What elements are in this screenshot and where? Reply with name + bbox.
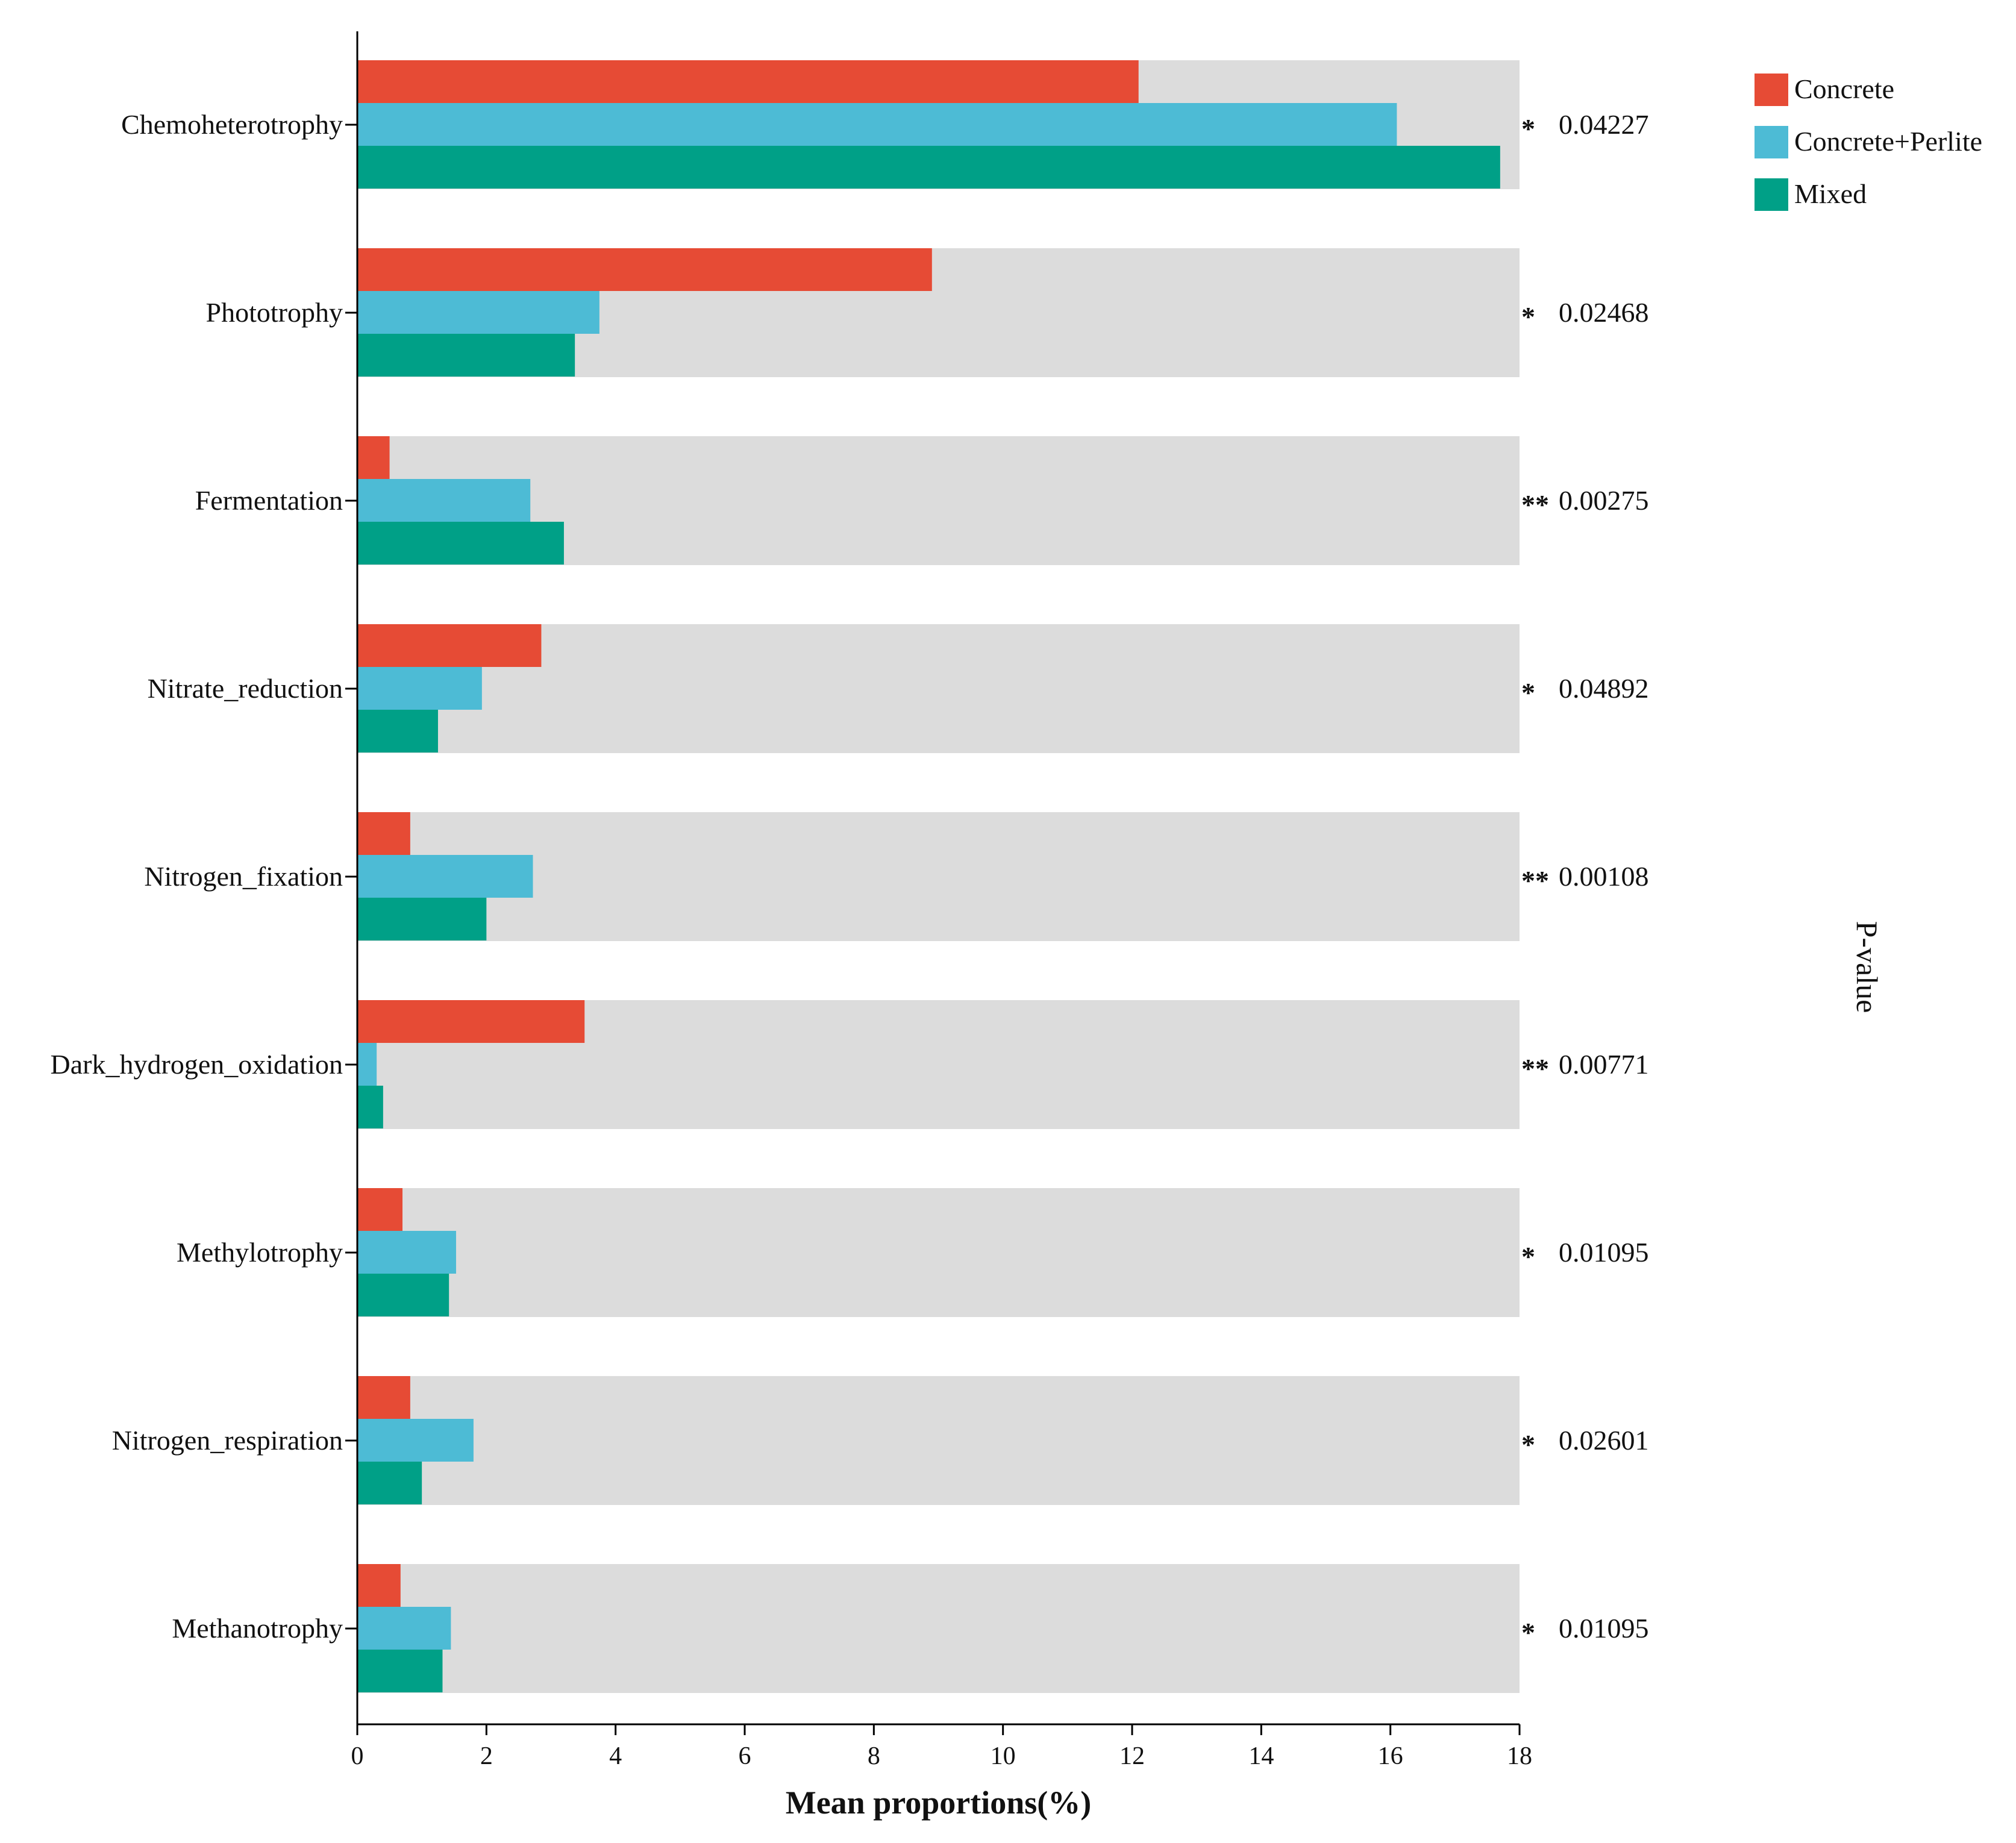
bar [357,479,531,522]
significance-marker: * [1521,301,1535,332]
category-band [357,812,1520,941]
bar [357,146,1500,189]
bar [357,60,1139,103]
bar [357,1274,449,1316]
legend-label: Mixed [1794,178,1867,209]
x-axis-label: Mean proportions(%) [786,1785,1092,1821]
category-band [357,1376,1520,1505]
bar [357,1607,451,1650]
category-label: Chemoheterotrophy [121,109,343,140]
category-label: Nitrate_reduction [148,673,343,704]
x-tick-label: 14 [1248,1742,1274,1770]
significance-marker: ** [1521,865,1549,896]
bar [357,522,564,565]
category-label: Fermentation [195,485,343,516]
bar [357,710,438,753]
bar [357,1000,585,1043]
x-tick-label: 8 [868,1742,880,1770]
x-tick-label: 18 [1507,1742,1532,1770]
category-label: Nitrogen_fixation [144,861,343,892]
p-value: 0.02468 [1559,297,1649,328]
bar [357,1043,377,1086]
p-value-axis-title: P-value [1850,921,1884,1013]
bar [357,1462,422,1504]
bar [357,667,482,710]
bar [357,1086,383,1128]
category-label: Dark_hydrogen_oxidation [51,1049,343,1080]
legend: Concrete Concrete+Perlite Mixed [1755,74,1982,211]
significance-marker: ** [1521,1053,1549,1084]
p-value: 0.00771 [1559,1049,1649,1080]
bar [357,1188,403,1231]
category-label: Nitrogen_respiration [112,1425,343,1456]
bar [357,1564,401,1607]
category-band [357,1564,1520,1693]
p-value: 0.01095 [1559,1613,1649,1644]
p-value: 0.04227 [1559,109,1649,140]
p-value: 0.00108 [1559,861,1649,892]
p-value: 0.02601 [1559,1425,1649,1456]
category-label: Phototrophy [206,297,343,328]
x-tick-label: 16 [1378,1742,1403,1770]
bar [357,436,390,479]
legend-swatch [1755,126,1788,158]
x-tick-label: 10 [991,1742,1016,1770]
p-value-column: * 0.04227* 0.02468** 0.00275* 0.04892** 0.001… [1521,109,1649,1648]
bar [357,334,575,377]
x-tick-label: 2 [480,1742,493,1770]
bar [357,855,533,898]
bar [357,291,599,334]
bar [357,624,542,667]
significance-marker: ** [1521,489,1549,520]
significance-marker: * [1521,1429,1535,1460]
x-tick-label: 6 [739,1742,751,1770]
bar [357,812,410,855]
legend-label: Concrete [1794,74,1894,104]
p-value: 0.04892 [1559,673,1649,704]
legend-label: Concrete+Perlite [1794,126,1982,157]
significance-marker: * [1521,113,1535,144]
x-tick-label: 0 [351,1742,364,1770]
bar [357,898,487,940]
x-tick-label: 12 [1119,1742,1145,1770]
bar [357,248,932,291]
background-bands [357,60,1520,1693]
p-value: 0.01095 [1559,1237,1649,1268]
category-label: Methanotrophy [172,1613,343,1644]
y-axis: Chemoheterotrophy Phototrophy Fermentation… [51,31,358,1724]
bar [357,1650,443,1692]
significance-marker: * [1521,677,1535,708]
bars [357,60,1500,1692]
legend-swatch [1755,178,1788,211]
bar [357,1419,474,1462]
bar [357,1231,456,1274]
significance-marker: * [1521,1617,1535,1648]
category-band [357,624,1520,753]
bar [357,103,1397,146]
category-label: Methylotrophy [177,1237,343,1268]
legend-swatch [1755,74,1788,106]
x-axis: 0 2 4 6 8 10 12 14 16 18 [351,1723,1532,1770]
x-tick-label: 4 [609,1742,622,1770]
p-value: 0.00275 [1559,485,1649,516]
bar [357,1376,410,1419]
category-band [357,1188,1520,1317]
significance-marker: * [1521,1241,1535,1272]
